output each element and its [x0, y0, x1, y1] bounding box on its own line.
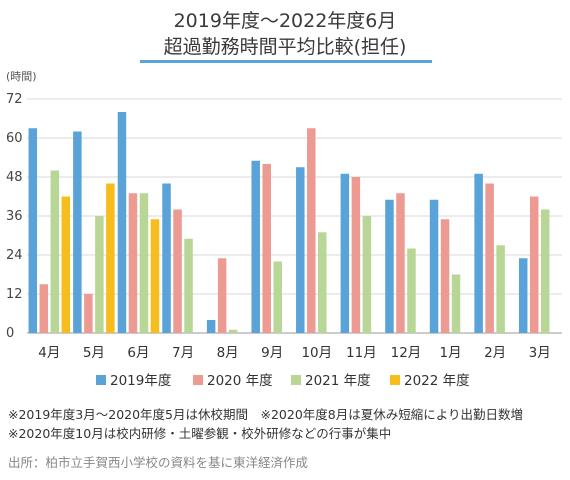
y-tick-label: 72 [6, 92, 23, 107]
y-tick-label: 0 [6, 326, 14, 341]
bar [440, 219, 450, 333]
y-tick-label: 12 [6, 287, 23, 302]
x-tick-label: 11月 [346, 345, 377, 361]
x-tick-label: 9月 [261, 345, 283, 361]
bar [206, 320, 216, 333]
x-tick-label: 12月 [391, 345, 422, 361]
bar [351, 177, 361, 333]
legend-swatch [390, 375, 400, 385]
bar [39, 284, 49, 333]
y-tick-label: 60 [6, 131, 23, 146]
x-tick-label: 2月 [484, 345, 506, 361]
bar [474, 173, 483, 333]
bar [228, 329, 238, 333]
chart-title-line2: 超過勤務時間平均比較(担任) [163, 36, 407, 58]
x-tick-label: 5月 [83, 345, 105, 361]
bar [84, 294, 93, 333]
bar [407, 248, 416, 333]
title-underline [140, 60, 432, 63]
bar [307, 128, 316, 333]
bar [162, 183, 171, 333]
bar [451, 274, 461, 333]
footnote-2: ※2020年度10月は校内研修・土曜参観・校外研修などの行事が集中 [8, 426, 392, 441]
bar [518, 258, 528, 333]
x-tick-label: 8月 [217, 345, 239, 361]
y-tick-label: 36 [6, 209, 23, 224]
footnote-1: ※2019年度3月～2020年度5月は休校期間 ※2020年度8月は夏休み短縮に… [8, 407, 523, 422]
bar [73, 131, 82, 333]
bar [117, 112, 127, 333]
x-tick-label: 6月 [127, 345, 149, 361]
bar [28, 128, 38, 333]
bar-chart: (時間) 0 12 24 36 48 60 72 4月 5月 6月 7月 8月 9月 10月 11月 12月 1月… [6, 70, 562, 389]
bar [362, 216, 372, 333]
legend-label: 2020 年度 [207, 373, 273, 389]
bar [173, 209, 182, 333]
legend-label: 2021 年度 [305, 373, 371, 389]
x-tick-label: 3月 [529, 345, 551, 361]
bar [262, 164, 271, 333]
x-tick-label: 10月 [301, 345, 332, 361]
bar [217, 258, 227, 333]
bar [429, 199, 439, 333]
bar [106, 183, 115, 333]
bar [184, 238, 193, 333]
bar [485, 183, 494, 333]
bar [529, 196, 539, 333]
bar [150, 219, 160, 333]
bar [385, 199, 394, 333]
bar [340, 173, 350, 333]
bar [251, 160, 260, 333]
legend-swatch [291, 375, 301, 385]
y-axis-label: (時間) [6, 70, 37, 83]
bar [61, 196, 71, 333]
bar [540, 209, 550, 333]
bar [318, 232, 327, 333]
bar [50, 170, 60, 333]
legend-label: 2022 年度 [404, 373, 470, 389]
y-tick-label: 48 [6, 170, 23, 185]
legend-swatch [96, 375, 106, 385]
chart-title-line1: 2019年度～2022年度6月 [173, 10, 397, 32]
bar [396, 193, 405, 333]
x-tick-label: 7月 [172, 345, 194, 361]
y-tick-label: 24 [6, 248, 23, 263]
bar [496, 245, 505, 333]
x-tick-label: 1月 [439, 345, 461, 361]
bar [128, 193, 138, 333]
x-tick-label: 4月 [38, 345, 60, 361]
bar [139, 193, 149, 333]
bar [95, 216, 104, 333]
legend-swatch [193, 375, 203, 385]
bar [273, 261, 282, 333]
bar [296, 167, 305, 333]
legend-label: 2019年度 [110, 373, 171, 389]
source-text: 出所：柏市立手賀西小学校の資料を基に東洋経済作成 [8, 455, 309, 470]
